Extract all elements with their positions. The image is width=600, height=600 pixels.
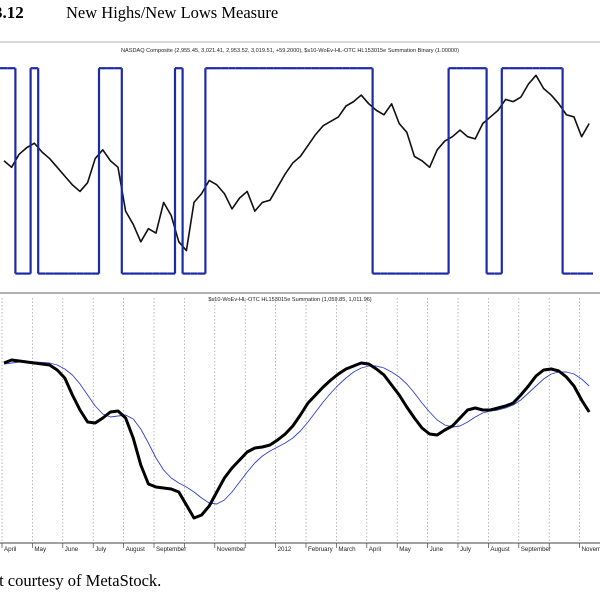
x-tick-label: May bbox=[34, 546, 47, 553]
x-tick-label: November bbox=[217, 546, 246, 553]
figure-credit: Chart courtesy of MetaStock. bbox=[0, 571, 161, 590]
panel-title: $s10-WoEv-HL-OTC HL153015e Summation (1,… bbox=[208, 297, 371, 303]
figure-title: New Highs/New Lows Measure bbox=[66, 3, 278, 22]
x-tick-label: September bbox=[156, 546, 186, 553]
x-tick-label: June bbox=[430, 546, 444, 553]
x-tick-label: July bbox=[95, 546, 107, 553]
x-tick-label: June bbox=[65, 546, 79, 553]
x-tick-label: August bbox=[126, 546, 146, 553]
x-tick-label: 2012 bbox=[278, 546, 292, 553]
x-tick-label: May bbox=[399, 546, 412, 553]
figure-number: 3.12 bbox=[0, 3, 24, 22]
x-tick-label: July bbox=[460, 546, 472, 553]
panel-title: NASDAQ Composite (2,955.45, 3,021.41, 2,… bbox=[121, 48, 459, 54]
x-tick-label: April bbox=[369, 546, 381, 553]
series-line bbox=[3, 361, 590, 505]
x-tick-label: November bbox=[582, 546, 600, 553]
x-tick-label: March bbox=[338, 546, 356, 553]
x-tick-label: April bbox=[4, 546, 16, 553]
series-line bbox=[3, 358, 591, 520]
x-tick-label: August bbox=[490, 546, 510, 553]
series-line bbox=[3, 74, 590, 252]
x-tick-label: February bbox=[308, 546, 334, 553]
x-tick-label: September bbox=[521, 546, 551, 553]
